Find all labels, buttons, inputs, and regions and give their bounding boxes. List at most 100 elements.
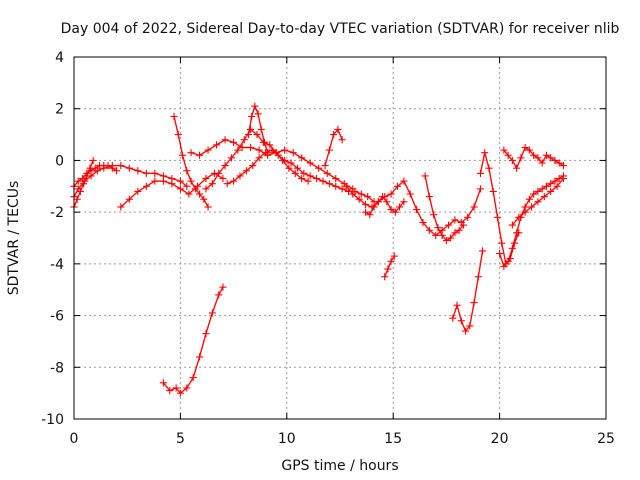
series-point-track-07-0 [187, 149, 195, 157]
series-point-track-20-0 [508, 221, 516, 229]
series-point-track-09-1 [248, 112, 256, 121]
series-point-track-09-0 [244, 131, 253, 139]
x-tick-label-3: 15 [384, 431, 402, 447]
series-track-04 [117, 169, 227, 211]
series-point-track-13-6 [387, 206, 395, 214]
series-point-track-04-4 [151, 177, 159, 185]
series-point-track-19-0 [500, 146, 508, 154]
series-point-track-04-3 [142, 182, 150, 190]
series-point-track-07-7 [247, 143, 255, 152]
series-point-track-15-0 [421, 172, 429, 180]
series-point-track-02-10 [113, 167, 121, 175]
series-point-track-05-1 [166, 387, 174, 395]
series-point-track-09-3 [254, 110, 262, 118]
series-point-track-05-7 [202, 330, 210, 338]
series-track-11 [321, 125, 346, 170]
series-point-track-18-0 [496, 249, 504, 258]
series-track-14 [381, 252, 398, 281]
x-axis-ticks: 0 5 10 15 20 25 [70, 57, 615, 447]
series-point-track-07-3 [213, 141, 221, 149]
series-point-track-19-6 [525, 146, 533, 154]
series-point-track-05-4 [183, 384, 191, 392]
series-track-20 [508, 174, 567, 229]
series-point-track-03-5 [86, 164, 94, 172]
series-point-track-12-19 [464, 213, 472, 221]
series-point-track-09-2 [251, 102, 259, 110]
series-point-track-02-9 [108, 164, 116, 172]
series-point-track-01-10 [142, 169, 150, 177]
series-point-track-06-4 [187, 177, 195, 185]
series-point-track-16-6 [474, 273, 482, 281]
x-tick-label-2: 10 [278, 431, 296, 447]
series-point-track-18-12 [547, 180, 555, 188]
series-point-track-19-8 [534, 154, 542, 162]
series-point-track-17-3 [489, 187, 497, 196]
series-point-track-13-7 [391, 208, 399, 216]
series-point-track-08-7 [247, 125, 255, 133]
series-point-track-13-2 [370, 203, 378, 211]
series-point-track-08-14 [291, 169, 299, 177]
series-point-track-16-0 [449, 314, 457, 322]
series-point-track-13-8 [396, 203, 404, 211]
series-point-track-06-7 [200, 195, 208, 203]
series-point-track-12-13 [425, 226, 433, 234]
series-point-track-16-5 [470, 299, 478, 307]
series-point-track-10-11 [293, 164, 301, 172]
series-point-track-06-8 [204, 203, 212, 211]
series-point-track-16-3 [462, 327, 470, 335]
series-point-track-10-12 [300, 169, 308, 177]
series-line-track-16 [452, 250, 484, 332]
series-point-track-18-7 [525, 195, 533, 203]
series-point-track-12-2 [355, 195, 363, 203]
series-point-track-07-16 [323, 169, 331, 177]
series-point-track-04-6 [168, 180, 176, 188]
series-point-track-05-2 [172, 384, 180, 392]
series-point-track-12-8 [393, 182, 402, 190]
series-point-track-20-7 [553, 182, 561, 190]
series-point-track-08-3 [221, 162, 229, 170]
data-series-group [70, 102, 567, 397]
series-point-track-04-1 [125, 195, 133, 203]
series-point-track-10-2 [236, 172, 244, 180]
series-track-03 [70, 156, 97, 211]
series-point-track-10-15 [319, 177, 327, 185]
series-line-track-07 [190, 139, 354, 190]
series-point-track-14-1 [384, 265, 392, 273]
series-point-track-03-4 [83, 172, 91, 180]
series-point-track-20-5 [540, 193, 548, 201]
series-point-track-06-5 [191, 185, 199, 193]
series-point-track-20-6 [547, 187, 555, 196]
series-point-track-10-1 [230, 177, 238, 185]
series-point-track-08-2 [215, 169, 223, 177]
series-point-track-07-15 [315, 164, 323, 172]
series-point-track-10-21 [357, 190, 365, 198]
series-point-track-18-4 [513, 229, 521, 237]
series-track-02 [70, 162, 121, 190]
series-point-track-15-9 [459, 221, 467, 229]
series-point-track-04-0 [117, 203, 125, 211]
series-line-track-12 [345, 180, 482, 237]
plot-frame [73, 56, 607, 420]
series-point-track-03-6 [89, 156, 97, 164]
series-point-track-01-7 [117, 162, 125, 170]
series-point-track-12-10 [406, 190, 414, 198]
series-point-track-10-0 [223, 180, 231, 188]
series-point-track-04-2 [134, 187, 142, 196]
series-point-track-07-14 [306, 159, 314, 167]
series-point-track-08-13 [285, 164, 293, 172]
series-point-track-19-14 [559, 162, 567, 170]
series-track-13 [361, 193, 408, 219]
series-point-track-06-1 [174, 131, 182, 139]
chart-title: Day 004 of 2022, Sidereal Day-to-day VTE… [61, 21, 620, 37]
grid-lines [74, 57, 606, 419]
series-point-track-19-4 [517, 154, 525, 162]
series-point-track-19-5 [521, 143, 529, 152]
series-point-track-16-1 [453, 301, 461, 309]
series-point-track-17-4 [493, 213, 502, 221]
series-point-track-04-8 [185, 190, 193, 198]
series-point-track-12-14 [432, 231, 440, 239]
series-point-track-18-1 [500, 262, 508, 270]
series-point-track-20-8 [559, 174, 567, 183]
series-point-track-16-7 [479, 247, 487, 255]
